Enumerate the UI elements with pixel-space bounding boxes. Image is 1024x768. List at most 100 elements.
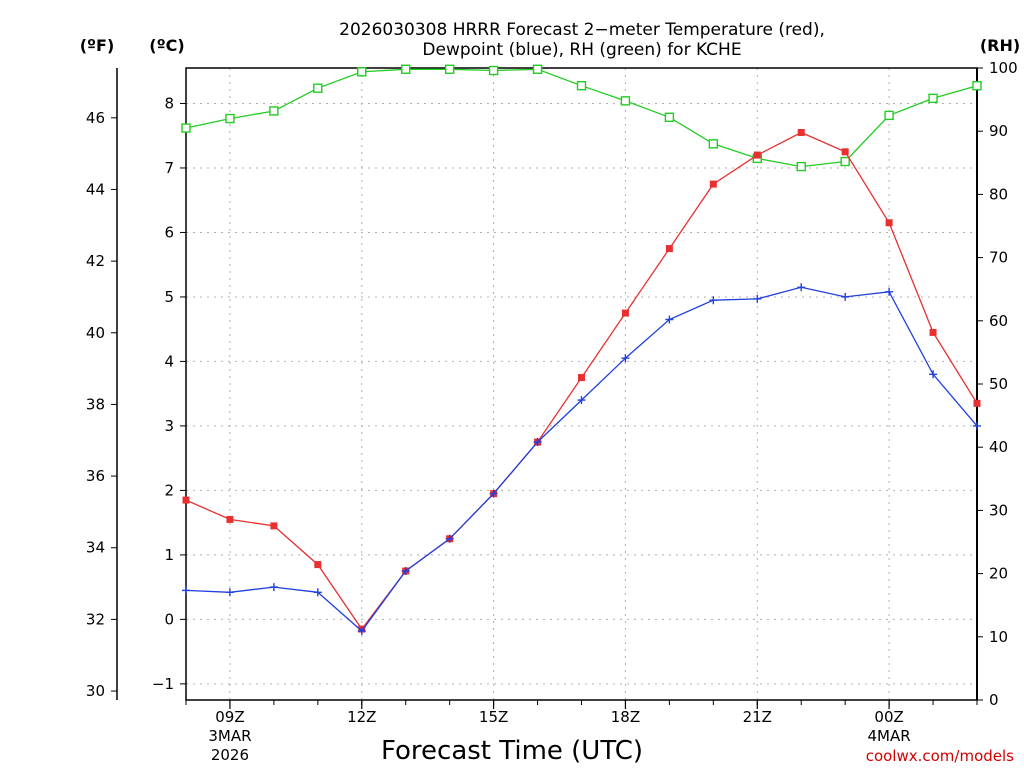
temperature-point (226, 515, 234, 523)
time-tick-label: 12Z (347, 708, 376, 726)
celsius-tick-label: 4 (164, 352, 174, 370)
rh-point (357, 67, 367, 77)
rh-axis: 0 10 20 30 40 50 60 70 80 90 100 (977, 59, 1018, 709)
dewpoint-point (753, 294, 762, 303)
dewpoint-point (665, 315, 674, 324)
rh-tick-label: 100 (989, 59, 1018, 77)
rh-point (620, 96, 631, 106)
dewpoint-point (577, 396, 586, 405)
rh-tick-label: 50 (989, 375, 1008, 393)
celsius-tick-label: 5 (164, 288, 174, 306)
rh-axis-unit: (RH) (980, 36, 1020, 55)
dewpoint-line (185, 286, 978, 632)
rh-tick-label: 0 (989, 691, 999, 709)
time-tick-year: 2026 (211, 746, 249, 764)
temperature-point (973, 399, 981, 407)
temperature-point (578, 374, 585, 382)
dewpoint-point (709, 296, 718, 305)
time-tick-label: 15Z (479, 708, 508, 726)
rh-point (884, 110, 894, 121)
dewpoint-point (182, 586, 190, 595)
dewpoint-point (225, 588, 234, 597)
credit-text: coolwx.com/models (866, 747, 1014, 765)
fahrenheit-tick-label: 46 (86, 109, 105, 127)
rh-tick-label: 70 (989, 249, 1008, 267)
rh-point (269, 106, 279, 116)
rh-point (796, 161, 806, 172)
temperature-point (797, 128, 805, 136)
time-tick-label: 00Z (874, 708, 903, 726)
fahrenheit-axis: 30 32 34 36 38 40 42 44 46 (86, 109, 117, 700)
time-tick-label: 21Z (743, 708, 772, 726)
rh-point (444, 64, 455, 74)
fahrenheit-tick-label: 32 (86, 610, 105, 628)
rh-point (708, 139, 719, 149)
rh-tick-label: 60 (989, 312, 1008, 330)
fahrenheit-tick-label: 30 (86, 682, 105, 700)
celsius-tick-label: 0 (164, 610, 174, 628)
chart-title-line2: Dewpoint (blue), RH (green) for KCHE (422, 40, 741, 60)
chart-title-line1: 2026030308 HRRR Forecast 2−meter Tempera… (339, 20, 825, 40)
rh-point (972, 80, 982, 91)
dewpoint-point (885, 287, 894, 296)
temperature-point (709, 180, 717, 188)
fahrenheit-tick-label: 38 (86, 395, 105, 413)
time-tick-label: 09Z (215, 708, 244, 726)
temperature-point (929, 328, 937, 336)
x-axis-title: Forecast Time (UTC) (381, 736, 643, 766)
time-tick-date: 3MAR (208, 727, 251, 745)
fahrenheit-tick-label: 34 (86, 539, 105, 557)
dewpoint-point (269, 583, 278, 592)
rh-tick-label: 30 (989, 501, 1008, 519)
celsius-tick-label: 8 (164, 94, 174, 112)
rh-point (928, 93, 938, 104)
rh-point (840, 156, 850, 167)
rh-point (488, 65, 499, 76)
dewpoint-point (533, 438, 542, 446)
rh-tick-label: 80 (989, 185, 1008, 203)
temperature-point (885, 219, 893, 227)
celsius-tick-label: −1 (152, 675, 174, 693)
temperature-point (841, 148, 849, 156)
fahrenheit-tick-label: 42 (86, 252, 105, 270)
fahrenheit-tick-label: 40 (86, 324, 105, 342)
dewpoint-point (445, 534, 454, 543)
rh-point (181, 123, 191, 133)
rh-tick-label: 40 (989, 438, 1008, 456)
fahrenheit-tick-label: 36 (86, 467, 105, 485)
temperature-point (753, 151, 761, 159)
plot-frame (185, 67, 978, 701)
fahrenheit-tick-label: 44 (86, 180, 105, 198)
time-tick-label: 18Z (611, 708, 640, 726)
temperature-point (621, 309, 629, 317)
dewpoint-point (973, 421, 981, 430)
dewpoint-point (489, 489, 498, 498)
celsius-tick-label: 1 (164, 546, 174, 564)
rh-point (532, 64, 543, 74)
temperature-series (182, 128, 981, 633)
dewpoint-point (313, 588, 322, 597)
temperature-point (182, 496, 190, 504)
rh-point (225, 113, 235, 124)
temperature-point (314, 561, 322, 569)
celsius-tick-label: 6 (164, 223, 174, 241)
rh-series (181, 64, 982, 172)
fahrenheit-axis-unit: (ºF) (80, 36, 115, 55)
celsius-axis-unit: (ºC) (149, 36, 184, 55)
rh-point (576, 80, 587, 91)
celsius-tick-label: 7 (164, 159, 174, 177)
rh-tick-label: 20 (989, 565, 1008, 583)
celsius-tick-label: 3 (164, 417, 174, 435)
dewpoint-point (841, 292, 850, 301)
rh-point (401, 64, 411, 74)
temperature-point (665, 245, 673, 253)
series-layer (181, 64, 982, 635)
temperature-point (270, 522, 278, 530)
dewpoint-point (401, 567, 410, 575)
rh-point (313, 83, 323, 93)
rh-tick-label: 90 (989, 122, 1008, 140)
grid-lines (186, 68, 977, 700)
celsius-axis: −1 0 1 2 3 4 5 6 7 8 (152, 94, 186, 693)
